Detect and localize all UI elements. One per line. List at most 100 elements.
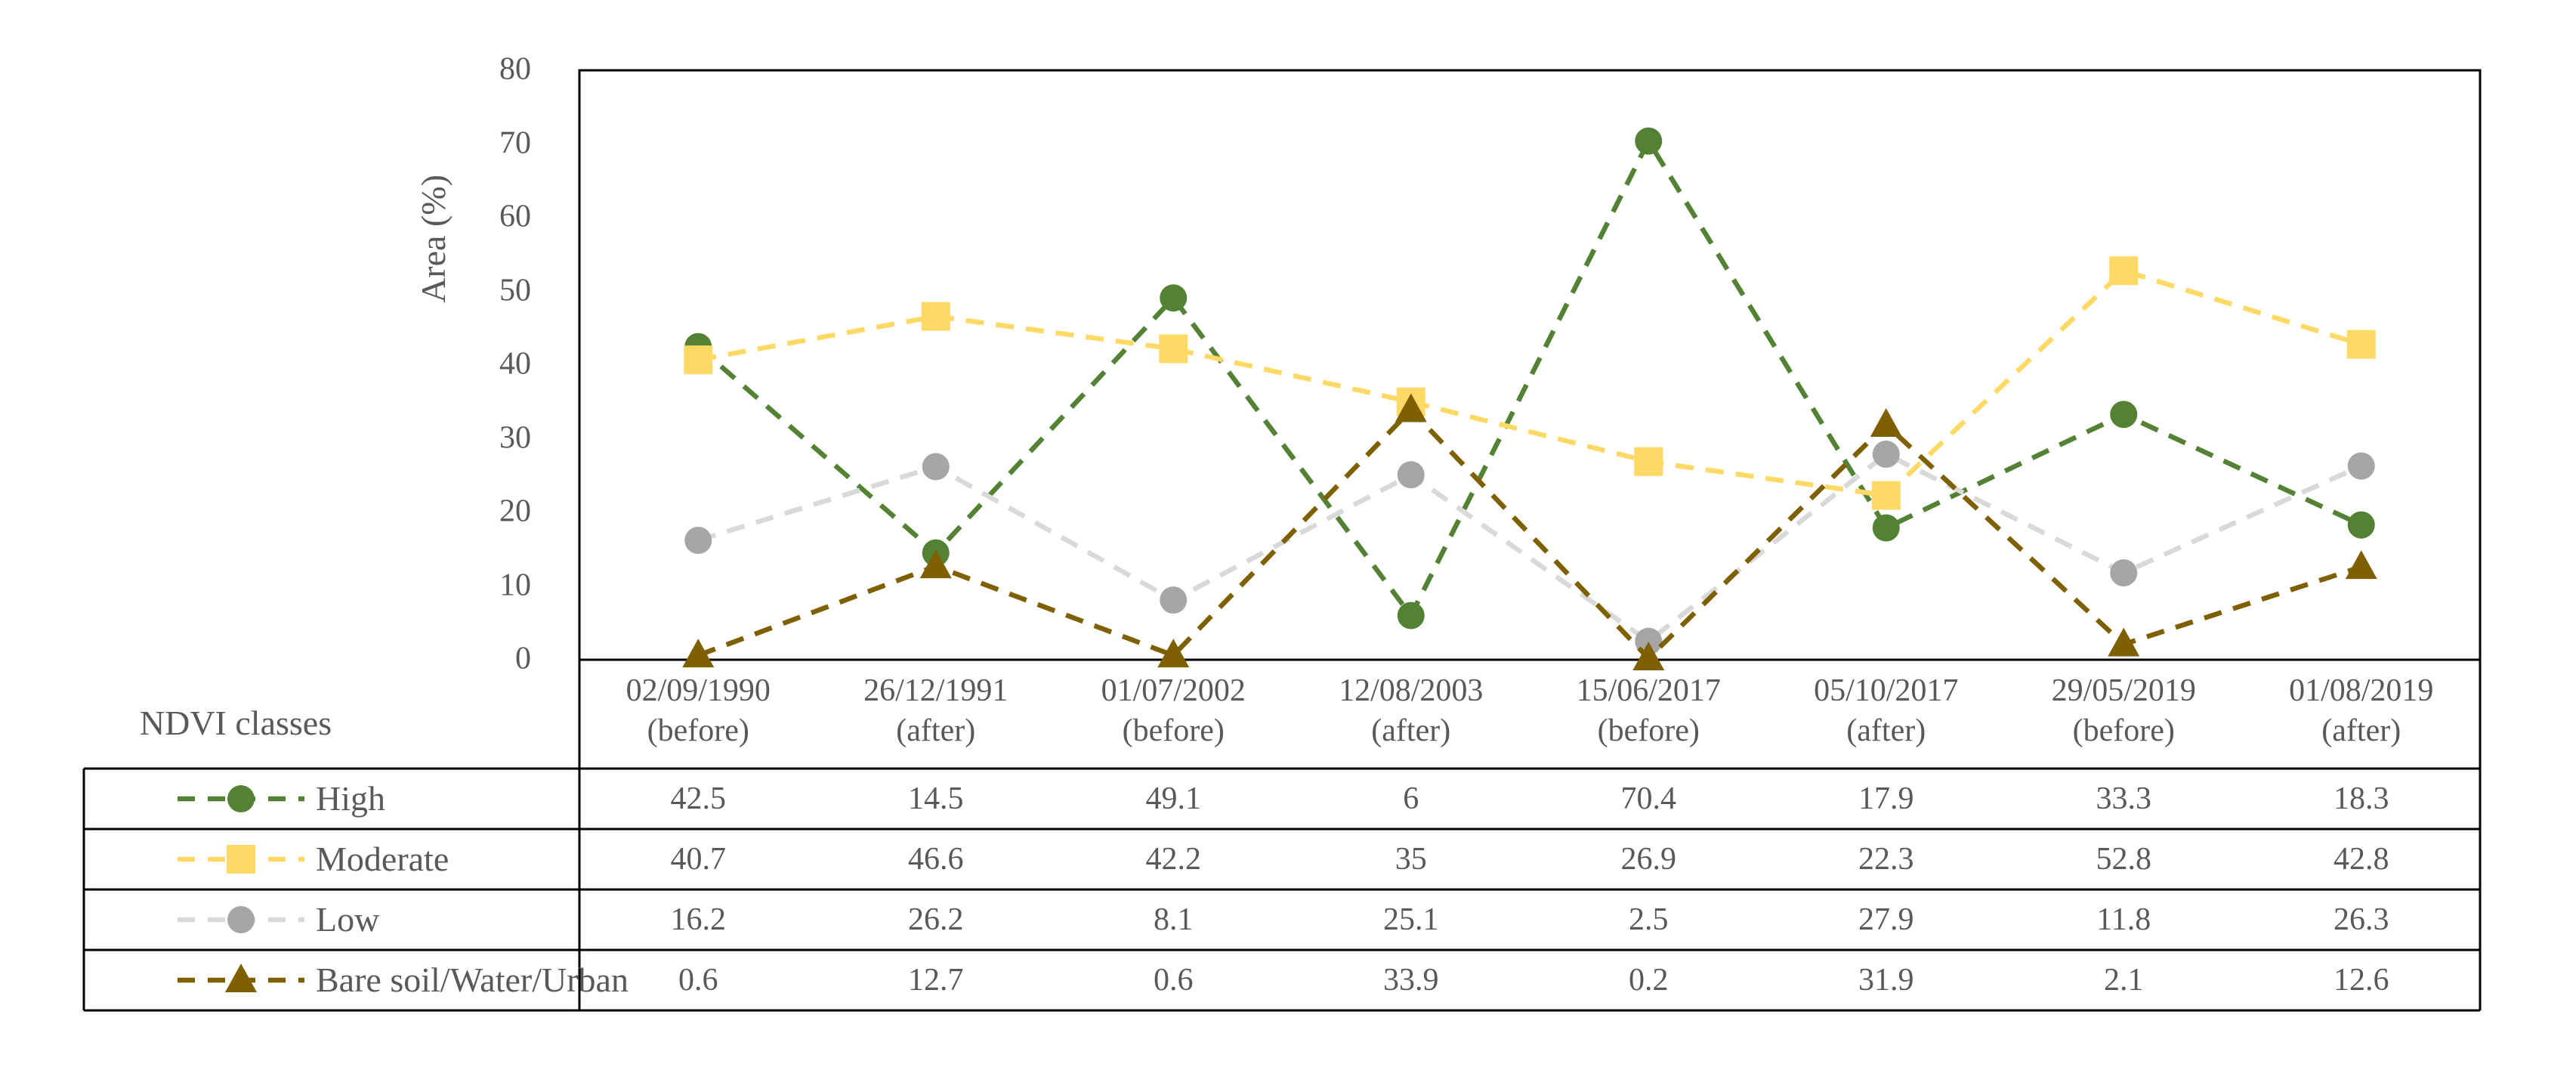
table-value-cell: 33.3 xyxy=(2096,781,2152,816)
table-value-cell: 49.1 xyxy=(1145,781,1202,816)
data-point-marker xyxy=(1160,284,1188,312)
phase-label: (before) xyxy=(1122,713,1225,748)
table-value-cell: 26.9 xyxy=(1620,842,1677,877)
table-value-cell: 26.3 xyxy=(2334,902,2389,937)
data-point-marker xyxy=(1871,481,1901,510)
table-value-cell: 42.5 xyxy=(670,781,727,816)
data-point-marker xyxy=(922,453,950,481)
legend-row-bare-soil-water-urban: Bare soil/Water/Urban xyxy=(84,950,629,1010)
date-column-header: 26/12/1991 (after) xyxy=(863,671,1008,751)
phase-label: (after) xyxy=(1846,713,1926,748)
date-column-header: 02/09/1990 (before) xyxy=(626,671,771,751)
legend-series-label: Bare soil/Water/Urban xyxy=(316,961,629,999)
data-point-marker xyxy=(1397,602,1425,630)
series-moderate xyxy=(684,256,2376,510)
table-value-cell: 27.9 xyxy=(1858,902,1914,937)
circle-legend-key-icon xyxy=(178,785,304,812)
y-tick-label: 60 xyxy=(499,199,531,234)
table-value-cell: 46.6 xyxy=(908,842,964,877)
series-line xyxy=(697,268,2362,499)
table-value-cell: 52.8 xyxy=(2096,842,2152,877)
circle-legend-key-icon xyxy=(178,906,304,933)
data-point-marker xyxy=(684,527,712,555)
table-value-cell: 35 xyxy=(1395,842,1427,877)
square-legend-key-icon xyxy=(178,845,304,874)
date-column-header: 05/10/2017 (after) xyxy=(1814,671,1958,751)
data-point-marker xyxy=(919,549,952,579)
table-value-cell: 16.2 xyxy=(670,902,727,937)
y-tick-label: 20 xyxy=(499,493,531,529)
data-point-marker xyxy=(1632,642,1665,671)
phase-label: (before) xyxy=(647,713,749,748)
date-column-header: 01/07/2002 (before) xyxy=(1101,671,1246,751)
legend-marker-icon xyxy=(227,906,255,933)
date-label: 12/08/2003 xyxy=(1339,673,1484,708)
series-line xyxy=(697,406,2362,662)
data-point-marker xyxy=(1872,440,1900,468)
date-label: 29/05/2019 xyxy=(2051,673,2196,708)
legend-row-high: High xyxy=(84,769,579,829)
data-point-marker xyxy=(2110,401,2138,428)
legend-marker-icon xyxy=(225,964,257,992)
table-value-cell: 2.5 xyxy=(1629,902,1669,937)
legend-row-low: Low xyxy=(84,889,579,950)
table-value-cell: 31.9 xyxy=(1858,963,1914,998)
phase-label: (before) xyxy=(2072,713,2175,748)
table-value-cell: 0.6 xyxy=(678,963,718,998)
date-column-header: 12/08/2003 (after) xyxy=(1339,671,1483,751)
legend-marker-icon xyxy=(227,845,255,874)
series-bare-soil-water-urban xyxy=(682,393,2377,671)
date-column-header: 15/06/2017 (before) xyxy=(1577,671,1721,751)
date-column-header: 01/08/2019 (after) xyxy=(2289,671,2433,751)
data-point-marker xyxy=(1397,461,1425,489)
data-point-marker xyxy=(1160,586,1188,614)
data-point-marker xyxy=(2345,550,2377,580)
data-point-marker xyxy=(1872,514,1900,542)
table-value-cell: 26.2 xyxy=(908,902,964,937)
table-value-cell: 40.7 xyxy=(670,842,727,877)
table-value-cell: 33.9 xyxy=(1383,963,1439,998)
table-value-cell: 6 xyxy=(1403,781,1419,816)
table-value-cell: 42.2 xyxy=(1145,842,1202,877)
table-value-cell: 2.1 xyxy=(2104,963,2144,998)
data-point-marker xyxy=(1870,407,1902,437)
legend-series-label: Moderate xyxy=(316,840,449,878)
legend-series-label: High xyxy=(316,779,385,818)
phase-label: (after) xyxy=(2321,713,2401,748)
date-label: 05/10/2017 xyxy=(1814,673,1959,708)
y-tick-label: 10 xyxy=(499,567,531,602)
data-point-marker xyxy=(2347,511,2375,539)
date-label: 01/08/2019 xyxy=(2289,673,2434,708)
data-point-marker xyxy=(2109,256,2139,286)
date-label: 26/12/1991 xyxy=(863,673,1008,708)
y-tick-label: 80 xyxy=(499,51,531,87)
table-value-cell: 25.1 xyxy=(1383,902,1439,937)
data-point-marker xyxy=(2346,329,2376,359)
legend-series-label: Low xyxy=(316,900,380,939)
data-point-marker xyxy=(1157,639,1190,668)
data-point-marker xyxy=(2108,627,2140,657)
y-tick-label: 40 xyxy=(499,346,531,382)
y-tick-label: 50 xyxy=(499,272,531,308)
y-tick-label: 0 xyxy=(515,641,531,676)
table-value-cell: 11.8 xyxy=(2096,902,2151,937)
date-label: 01/07/2002 xyxy=(1101,673,1246,708)
table-value-cell: 14.5 xyxy=(908,781,964,816)
series-line xyxy=(697,135,2363,620)
date-column-header: 29/05/2019 (before) xyxy=(2052,671,2196,751)
data-point-marker xyxy=(1395,393,1427,422)
y-tick-label: 70 xyxy=(499,125,531,160)
data-point-marker xyxy=(682,639,715,668)
date-label: 15/06/2017 xyxy=(1576,673,1721,708)
data-point-marker xyxy=(2110,558,2138,586)
table-value-cell: 12.7 xyxy=(908,963,964,998)
table-value-cell: 0.2 xyxy=(1629,963,1669,998)
phase-label: (before) xyxy=(1597,713,1700,748)
legend-marker-icon xyxy=(227,785,255,812)
phase-label: (after) xyxy=(896,713,976,748)
table-value-cell: 42.8 xyxy=(2334,842,2389,877)
data-point-marker xyxy=(684,345,713,375)
phase-label: (after) xyxy=(1371,713,1451,748)
